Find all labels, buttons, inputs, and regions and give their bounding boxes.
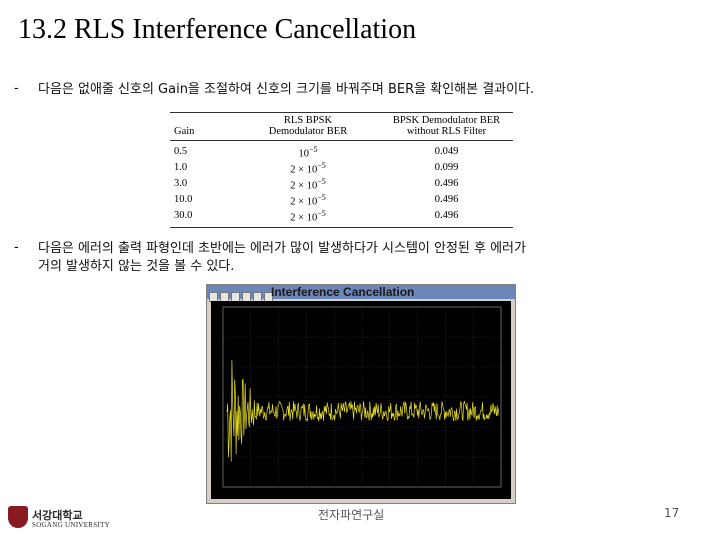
cell-bpsk: 0.496 [434,194,459,206]
cell-bpsk: 0.099 [434,162,459,174]
cell-rls: 2 × 10−5 [236,208,380,227]
university-name-english: SOGANG UNIVERSITY [32,521,111,529]
scope-error-trace [226,359,499,462]
header-rls-line1: RLS BPSK [283,115,333,126]
header-gain: Gain [170,113,236,141]
cell-rls-mantissa: 2 × 10 [290,164,318,176]
bullet-text-1: 다음은 없애줄 신호의 Gain을 조절하여 신호의 크기를 바꿔주며 BER을… [38,82,535,97]
cell-rls-mantissa: 10 [298,148,309,160]
scope-titlebar: Interference Cancellation [207,285,515,302]
bullet-marker-2: - [14,240,19,255]
header-bpsk-line2: without RLS Filter [406,126,487,137]
scope-plot-frame [222,306,502,488]
cell-rls-mantissa: 2 × 10 [290,212,318,224]
cell-bpsk: 0.049 [434,146,459,158]
ber-table: Gain RLS BPSK Demodulator BER BPSK Demod… [170,112,513,228]
header-bpsk: BPSK Demodulator BER without RLS Filter [380,113,513,141]
table-row: 1.0 2 × 10−5 0.099 [170,160,513,176]
cell-rls: 2 × 10−5 [236,160,380,176]
cell-rls: 2 × 10−5 [236,176,380,192]
header-bpsk-line1: BPSK Demodulator BER [392,115,501,126]
header-rls-line2: Demodulator BER [268,126,348,137]
page-number: 17 [664,506,680,520]
bullet-marker-1: - [14,81,19,96]
table-row: 10.0 2 × 10−5 0.496 [170,192,513,208]
university-name-korean: 서강대학교 [32,509,83,522]
scope-trace-svg [222,306,502,488]
table-row: 3.0 2 × 10−5 0.496 [170,176,513,192]
cell-rls-exponent: −5 [317,193,326,202]
cell-rls-mantissa: 2 × 10 [290,180,318,192]
table-row: 0.5 10−5 0.049 [170,141,513,161]
slide-title: 13.2 RLS Interference Cancellation [18,14,417,45]
table-row: 30.0 2 × 10−5 0.496 [170,208,513,227]
header-rls: RLS BPSK Demodulator BER [236,113,380,141]
bullet-text-2-line2: 거의 발생하지 않는 것을 볼 수 있다. [38,259,235,274]
cell-gain: 0.5 [174,146,188,158]
cell-bpsk: 0.496 [434,178,459,190]
cell-gain: 3.0 [174,178,188,190]
cell-rls-exponent: −5 [317,177,326,186]
bullet-text-2-line1: 다음은 에러의 출력 파형인데 초반에는 에러가 많이 발생하다가 시스템이 안… [38,241,526,256]
footer-lab-name: 전자파연구실 [318,508,385,522]
scope-plot [211,301,511,499]
cell-rls-mantissa: 2 × 10 [290,196,318,208]
cell-bpsk: 0.496 [434,210,459,222]
scope-title: Interference Cancellation [271,285,415,299]
cell-rls-exponent: −5 [317,209,326,218]
bullet-text-2: 다음은 에러의 출력 파형인데 초반에는 에러가 많이 발생하다가 시스템이 안… [38,240,526,276]
scope-window: Interference Cancellation [206,284,516,504]
cell-gain: 10.0 [174,194,193,206]
cell-gain: 30.0 [174,210,193,222]
university-seal-icon [8,506,28,528]
cell-rls: 10−5 [236,141,380,161]
cell-rls-exponent: −5 [317,161,326,170]
cell-rls: 2 × 10−5 [236,192,380,208]
cell-gain: 1.0 [174,162,188,174]
cell-rls-exponent: −5 [308,145,318,154]
